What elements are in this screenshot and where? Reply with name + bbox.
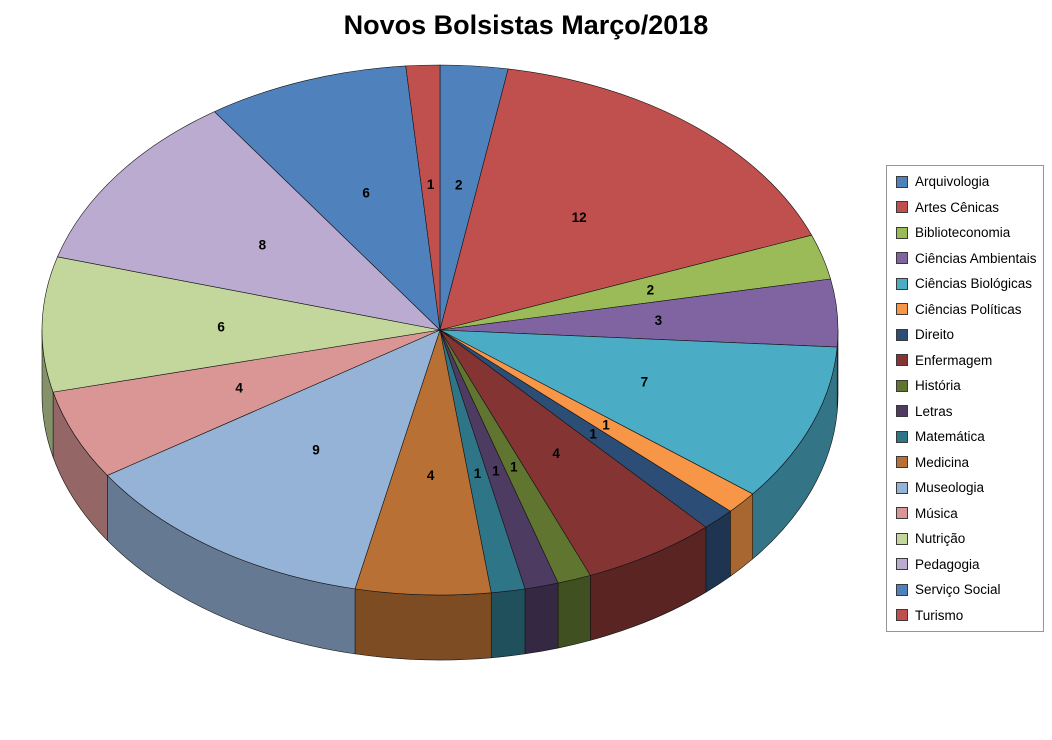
legend-item: Ciências Políticas — [896, 301, 1037, 317]
legend-swatch — [896, 277, 908, 290]
legend-swatch — [896, 303, 908, 316]
legend-swatch — [896, 430, 908, 443]
data-label: 9 — [312, 443, 320, 458]
legend-swatch — [896, 201, 908, 214]
legend-swatch — [896, 354, 908, 367]
legend-item: História — [896, 379, 1037, 393]
legend-item: Música — [896, 505, 1037, 521]
legend-label: Nutrição — [915, 531, 966, 546]
legend-label: História — [915, 378, 961, 393]
legend-item: Arquivologia — [896, 175, 1037, 189]
data-label: 2 — [455, 177, 463, 192]
legend-swatch — [896, 405, 908, 418]
legend-label: Biblioteconomia — [915, 225, 1011, 240]
legend-swatch — [896, 507, 908, 520]
legend-item: Matemática — [896, 430, 1037, 444]
legend-label: Artes Cênicas — [915, 199, 1000, 215]
data-label: 2 — [647, 282, 655, 297]
data-label: 1 — [589, 427, 597, 442]
pie-slice-wall — [490, 588, 526, 659]
data-label: 1 — [427, 177, 435, 192]
legend-item: Serviço Social — [896, 583, 1037, 597]
legend-swatch — [896, 532, 908, 545]
legend-swatch — [896, 583, 908, 596]
legend-swatch — [896, 481, 908, 494]
data-label: 1 — [602, 418, 610, 433]
legend-swatch — [896, 328, 908, 341]
pie-slice — [52, 329, 441, 476]
legend-label: Ciências Políticas — [915, 301, 1022, 317]
legend-item: Direito — [896, 328, 1037, 342]
pie-walls-group — [41, 329, 839, 661]
legend-item: Museologia — [896, 481, 1037, 495]
legend-item: Biblioteconomia — [896, 226, 1037, 240]
pie-slice — [439, 329, 707, 576]
pie-slice — [439, 68, 812, 331]
pie-slice — [41, 256, 441, 393]
legend-item: Nutrição — [896, 532, 1037, 546]
data-label: 6 — [217, 319, 225, 334]
data-label: 8 — [259, 237, 267, 252]
pie-slice — [354, 329, 492, 596]
pie-slice-wall — [524, 582, 559, 655]
legend-swatch — [896, 226, 908, 239]
legend-swatch — [896, 609, 908, 622]
legend-item: Ciências Ambientais — [896, 250, 1037, 266]
legend-label: Serviço Social — [915, 582, 1001, 597]
legend-label: Enfermagem — [915, 352, 993, 368]
data-label: 3 — [655, 313, 663, 328]
data-label: 7 — [641, 375, 649, 390]
pie-slice — [405, 64, 441, 331]
pie-slice — [57, 111, 441, 331]
legend-label: Medicina — [915, 454, 970, 470]
chart-title: Novos Bolsistas Março/2018 — [343, 10, 709, 40]
legend-swatch — [896, 252, 908, 265]
data-label: 12 — [572, 210, 587, 225]
legend-label: Ciências Ambientais — [915, 250, 1037, 266]
legend-label: Matemática — [915, 429, 985, 444]
legend-label: Letras — [915, 403, 953, 419]
legend-label: Música — [915, 505, 958, 521]
legend-item: Pedagogia — [896, 556, 1037, 572]
legend-label: Museologia — [915, 480, 985, 495]
legend-swatch — [896, 379, 908, 392]
pie-tops-group — [41, 64, 839, 596]
data-label: 4 — [552, 446, 560, 461]
legend: Arquivologia Artes Cênicas Biblioteconomia… — [886, 165, 1044, 632]
pie-slice-wall — [557, 575, 591, 649]
data-label: 4 — [235, 380, 243, 395]
legend-swatch — [896, 558, 908, 571]
data-label: 1 — [510, 460, 518, 475]
legend-item: Ciências Biológicas — [896, 277, 1037, 291]
legend-label: Turismo — [915, 607, 964, 623]
legend-label: Ciências Biológicas — [915, 276, 1033, 291]
data-label: 6 — [362, 185, 370, 200]
data-label: 4 — [427, 468, 435, 483]
data-label: 1 — [492, 463, 500, 478]
legend-label: Pedagogia — [915, 556, 980, 572]
legend-swatch — [896, 175, 908, 188]
legend-item: Medicina — [896, 454, 1037, 470]
legend-item: Artes Cênicas — [896, 199, 1037, 215]
pie-slice — [214, 65, 441, 331]
data-label: 1 — [474, 466, 482, 481]
pie-slice — [107, 329, 441, 590]
legend-item: Letras — [896, 403, 1037, 419]
legend-swatch — [896, 456, 908, 469]
legend-item: Turismo — [896, 607, 1037, 623]
legend-item: Enfermagem — [896, 352, 1037, 368]
pie-slice-wall — [354, 588, 492, 661]
legend-label: Direito — [915, 327, 955, 342]
legend-label: Arquivologia — [915, 174, 990, 189]
pie-slice — [439, 329, 838, 495]
